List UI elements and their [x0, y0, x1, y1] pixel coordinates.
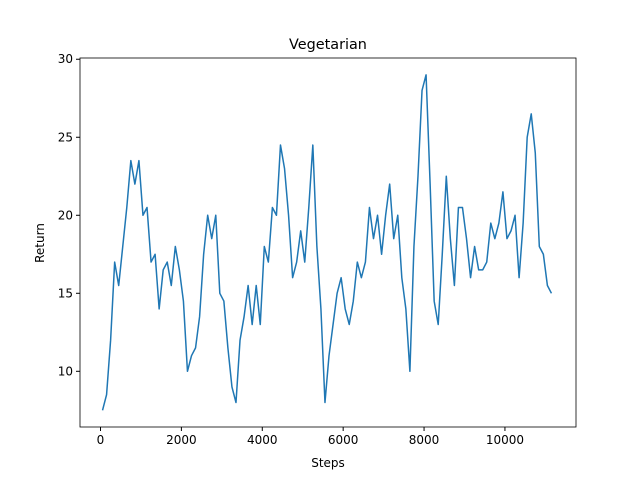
x-tick-label: 10000 — [486, 433, 524, 447]
y-axis-label: Return — [33, 223, 47, 263]
y-tick-label: 30 — [58, 52, 73, 66]
y-tick-label: 20 — [58, 208, 73, 222]
y-tick-label: 10 — [58, 364, 73, 378]
x-tick-label: 6000 — [328, 433, 359, 447]
y-tick-label: 25 — [58, 130, 73, 144]
x-tick-label: 4000 — [247, 433, 278, 447]
plot-frame — [79, 57, 577, 428]
data-line — [101, 74, 553, 411]
x-axis-label: Steps — [311, 456, 345, 470]
x-tick-label: 0 — [97, 433, 105, 447]
x-tick-label: 8000 — [409, 433, 440, 447]
y-tick-label: 15 — [58, 286, 73, 300]
x-tick-label: 2000 — [166, 433, 197, 447]
chart-title: Vegetarian — [289, 37, 367, 53]
